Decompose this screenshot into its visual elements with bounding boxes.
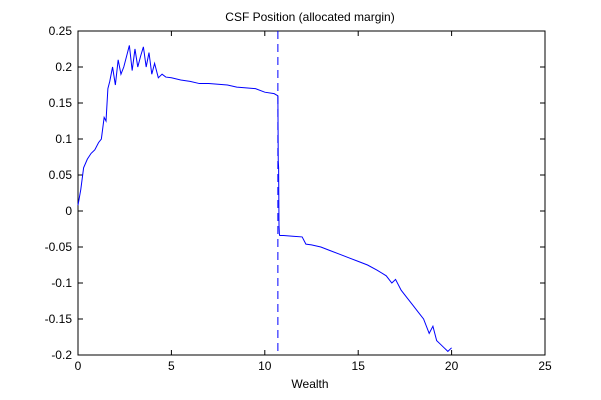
- y-tick-label-4: 0: [65, 204, 72, 218]
- y-tick-label-5: 0.05: [49, 168, 73, 182]
- y-tick-label-8: 0.2: [55, 60, 72, 74]
- y-tick-label-3: -0.05: [45, 240, 73, 254]
- y-tick-label-6: 0.1: [55, 132, 72, 146]
- y-tick-label-1: -0.15: [45, 312, 73, 326]
- x-tick-label-4: 20: [445, 359, 459, 373]
- y-tick-label-7: 0.15: [49, 96, 73, 110]
- plot-area-frame: [77, 30, 546, 356]
- x-axis-label: Wealth: [291, 377, 328, 391]
- x-tick-label-5: 25: [538, 359, 552, 373]
- chart-title: CSF Position (allocated margin): [225, 10, 394, 24]
- x-tick-label-1: 5: [168, 359, 175, 373]
- ticks-layer: 0 5 10 15 20 25 -0.2 -0.15 -0.1 -0.05 0 0.05 0.1 0.15…: [45, 24, 552, 373]
- series-line-0: [77, 45, 452, 353]
- y-tick-label-0: -0.2: [51, 348, 72, 362]
- x-tick-label-2: 10: [258, 359, 272, 373]
- x-tick-label-3: 15: [352, 359, 366, 373]
- y-tick-label-9: 0.25: [49, 24, 73, 38]
- y-tick-label-2: -0.1: [51, 276, 72, 290]
- series-layer: [77, 31, 452, 355]
- x-tick-label-0: 0: [75, 359, 82, 373]
